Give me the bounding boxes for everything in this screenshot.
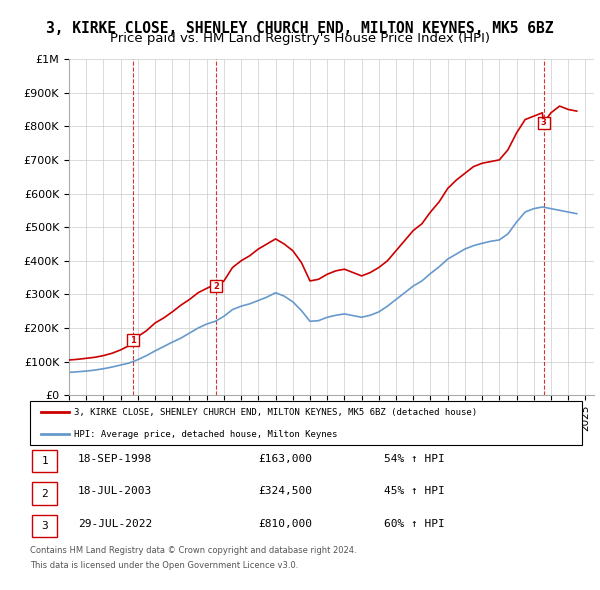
Text: 29-JUL-2022: 29-JUL-2022 (78, 519, 152, 529)
Text: 54% ↑ HPI: 54% ↑ HPI (384, 454, 445, 464)
Text: 2: 2 (41, 489, 49, 499)
Text: 2: 2 (213, 281, 219, 291)
Text: Price paid vs. HM Land Registry's House Price Index (HPI): Price paid vs. HM Land Registry's House … (110, 32, 490, 45)
Text: 18-JUL-2003: 18-JUL-2003 (78, 486, 152, 496)
Text: This data is licensed under the Open Government Licence v3.0.: This data is licensed under the Open Gov… (30, 560, 298, 569)
Text: 1: 1 (41, 456, 49, 466)
Text: £324,500: £324,500 (258, 486, 312, 496)
Text: £810,000: £810,000 (258, 519, 312, 529)
Text: 3, KIRKE CLOSE, SHENLEY CHURCH END, MILTON KEYNES, MK5 6BZ (detached house): 3, KIRKE CLOSE, SHENLEY CHURCH END, MILT… (74, 408, 477, 417)
Text: 3: 3 (541, 119, 547, 127)
Text: 60% ↑ HPI: 60% ↑ HPI (384, 519, 445, 529)
Text: Contains HM Land Registry data © Crown copyright and database right 2024.: Contains HM Land Registry data © Crown c… (30, 546, 356, 555)
FancyBboxPatch shape (32, 483, 57, 504)
Text: HPI: Average price, detached house, Milton Keynes: HPI: Average price, detached house, Milt… (74, 430, 338, 439)
Text: 18-SEP-1998: 18-SEP-1998 (78, 454, 152, 464)
Text: £163,000: £163,000 (258, 454, 312, 464)
Text: 45% ↑ HPI: 45% ↑ HPI (384, 486, 445, 496)
FancyBboxPatch shape (32, 450, 57, 472)
FancyBboxPatch shape (32, 515, 57, 537)
Text: 3: 3 (41, 521, 49, 531)
Text: 1: 1 (130, 336, 136, 345)
FancyBboxPatch shape (30, 401, 582, 445)
Text: 3, KIRKE CLOSE, SHENLEY CHURCH END, MILTON KEYNES, MK5 6BZ: 3, KIRKE CLOSE, SHENLEY CHURCH END, MILT… (46, 21, 554, 35)
